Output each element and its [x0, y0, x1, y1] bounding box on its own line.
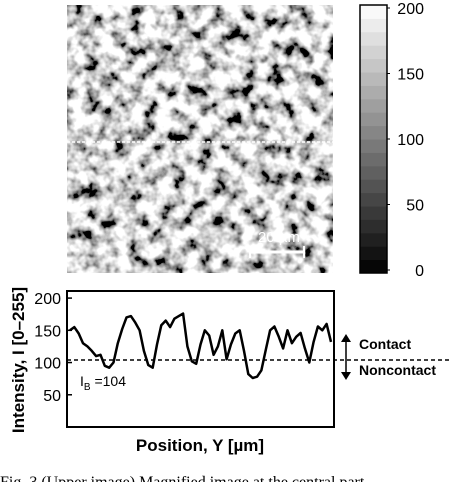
- colorbar-tick-label: 150: [397, 67, 424, 84]
- y-tick-label: 150: [34, 323, 61, 340]
- threshold-label: IB =104: [80, 373, 126, 393]
- y-tick-label: 50: [43, 388, 61, 405]
- colorbar-step: [360, 112, 387, 127]
- caption: Fig. 3 (Upper image) Magnified image at …: [0, 474, 365, 482]
- colorbar-tick-label: 50: [406, 198, 424, 215]
- colorbar-step: [360, 98, 387, 113]
- plot-frame: [66, 290, 335, 428]
- scale-bar-label: 20 µm: [258, 229, 300, 246]
- colorbar-step: [360, 165, 387, 180]
- colorbar-step: [360, 72, 387, 86]
- noncontact-label: Noncontact: [359, 362, 436, 378]
- threshold-symbol: I: [80, 373, 84, 389]
- colorbar-step: [360, 139, 387, 153]
- colorbar-step: [360, 232, 387, 247]
- x-axis-label: Position, Y [µm]: [136, 436, 264, 455]
- colorbar-step: [360, 5, 387, 19]
- colorbar-step: [360, 45, 387, 60]
- colorbar-step: [360, 152, 387, 167]
- colorbar-step: [360, 85, 387, 100]
- colorbar-tick-label: 100: [397, 132, 424, 149]
- colorbar-step: [360, 125, 387, 140]
- colorbar-step: [360, 192, 387, 207]
- colorbar-step: [360, 179, 387, 194]
- intensity-line: [69, 312, 333, 380]
- y-tick-label: 200: [34, 291, 61, 308]
- colorbar-step: [360, 219, 387, 234]
- micrograph: [67, 5, 333, 273]
- colorbar-step: [360, 58, 387, 73]
- colorbar-tick-label: 200: [397, 1, 424, 18]
- colorbar-step: [360, 259, 387, 274]
- y-axis-label: Intensity, I [0–255]: [9, 287, 28, 433]
- colorbar-step: [360, 246, 387, 261]
- threshold-subscript: B: [84, 382, 91, 393]
- colorbar-tick-label: 0: [415, 263, 424, 280]
- y-tick-label: 100: [34, 356, 61, 373]
- threshold-value: =104: [91, 373, 127, 389]
- colorbar-step: [360, 31, 387, 46]
- colorbar-step: [360, 206, 387, 220]
- contact-label: Contact: [359, 336, 411, 352]
- colorbar-step: [360, 18, 387, 33]
